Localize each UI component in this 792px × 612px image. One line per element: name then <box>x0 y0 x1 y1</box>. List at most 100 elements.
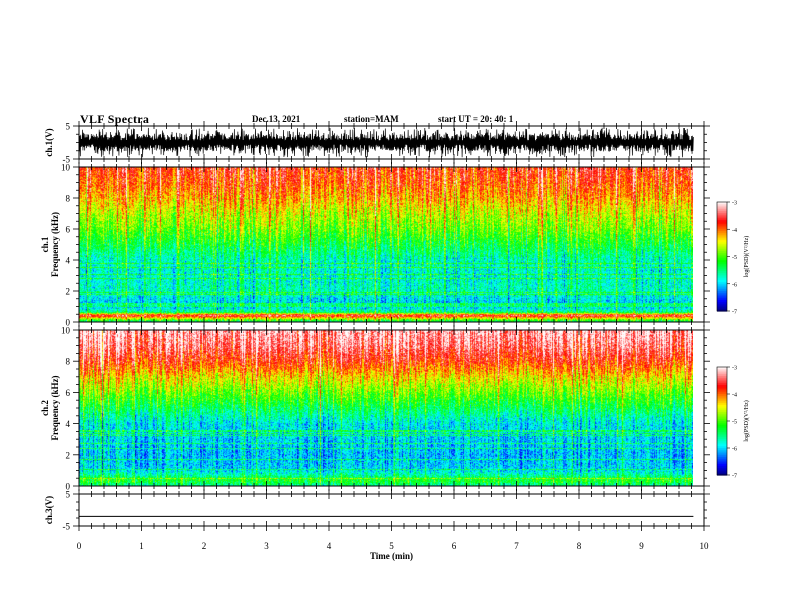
ch3-waveform-x-ticks <box>78 489 705 531</box>
colorbar-step <box>717 415 727 418</box>
ch1-spectrogram-y-ticks: 0 2 4 6 8 10 <box>61 163 710 328</box>
colorbar-step <box>717 229 727 232</box>
colorbar-step <box>717 278 727 281</box>
colorbar-step <box>717 294 727 298</box>
colorbar-step <box>717 285 727 288</box>
station-label: station=MAM <box>344 114 399 124</box>
colorbar-step <box>717 399 727 402</box>
colorbar-step <box>717 419 727 422</box>
colorbar-step <box>717 218 727 221</box>
ch1-waveform-y-ticks: 5 -5 <box>63 122 710 165</box>
x-tick-label: 10 <box>700 541 710 551</box>
y-tick-label: -5 <box>63 522 71 532</box>
colorbar-step <box>717 379 727 382</box>
colorbar-step <box>717 431 727 435</box>
colorbar-step <box>717 374 727 377</box>
y-tick-label: 10 <box>61 163 71 173</box>
date-label: Dec.13, 2021 <box>252 114 301 124</box>
y-tick-label: 2 <box>66 287 71 297</box>
colorbar-step <box>717 251 727 254</box>
colorbar-step <box>717 280 727 283</box>
colorbar-step <box>717 263 727 267</box>
colorbar-step <box>717 473 727 476</box>
ch2-spectrogram-ylabel: ch.2Frequency (kHz) <box>40 375 60 440</box>
colorbar-step <box>717 458 727 462</box>
colorbar-tick-label: -4 <box>732 393 737 399</box>
y-tick-label: 0 <box>66 482 71 492</box>
colorbar-step <box>717 462 727 465</box>
colorbar-step <box>717 370 727 373</box>
colorbar-step <box>717 394 727 397</box>
y-tick-label: 6 <box>66 225 71 235</box>
x-tick-label: 7 <box>514 541 519 551</box>
colorbar-tick-label: -7 <box>732 310 737 316</box>
colorbar-step <box>717 435 727 438</box>
colorbar-step <box>717 460 727 463</box>
colorbar-step <box>717 241 727 245</box>
colorbar-step <box>717 271 727 274</box>
y-tick-label: 4 <box>66 419 71 429</box>
y-tick-label: 8 <box>66 194 71 204</box>
colorbar-step <box>717 467 727 471</box>
colorbar-step <box>717 287 727 290</box>
colorbar-step <box>717 446 727 449</box>
colorbar-tick-label: -3 <box>732 366 737 372</box>
colorbar-step <box>717 397 727 400</box>
chart-title: VLF Spectra <box>80 112 150 126</box>
ch2-spectrogram-image <box>79 330 693 486</box>
colorbar-step <box>717 291 727 294</box>
colorbar-step <box>717 303 727 307</box>
colorbar-step <box>717 265 727 268</box>
y-tick-label: 4 <box>66 256 71 266</box>
colorbar-tick-label: -4 <box>732 228 737 234</box>
colorbar-step <box>717 377 727 381</box>
ch2-spectrogram-x-ticks <box>78 325 705 491</box>
colorbar-step <box>717 247 727 250</box>
x-tick-label: 6 <box>452 541 457 551</box>
ch1-waveform-trace <box>78 127 694 158</box>
colorbar-step <box>717 220 727 223</box>
colorbar-step <box>717 368 727 372</box>
colorbar-step <box>717 428 727 431</box>
colorbar-step <box>717 421 727 424</box>
colorbar-step <box>717 227 727 230</box>
colorbar-step <box>717 231 727 234</box>
colorbar-step <box>717 455 727 458</box>
colorbar-step <box>717 395 727 399</box>
colorbar-step <box>717 216 727 219</box>
ch2-colorbar: -3 -4 -5 -6 -7 log(PSD)(V²/Hz) <box>716 366 750 480</box>
colorbar-step <box>717 289 727 292</box>
colorbar-step <box>717 236 727 239</box>
colorbar-step <box>717 430 727 433</box>
y-tick-label: 0 <box>66 318 71 328</box>
colorbar-tick-label: -3 <box>732 201 737 207</box>
x-tick-label: 4 <box>327 541 332 551</box>
colorbar-label: log(PSD)(V²/Hz) <box>743 236 750 277</box>
colorbar-step <box>717 243 727 247</box>
ch1-spectrogram-image <box>79 167 693 322</box>
colorbar-step <box>717 442 727 445</box>
colorbar-step <box>717 392 727 395</box>
colorbar-step <box>717 471 727 474</box>
y-tick-label: 8 <box>66 357 71 367</box>
colorbar-step <box>717 448 727 451</box>
colorbar-step <box>717 292 727 296</box>
ch3-waveform-ylabel: ch.3(V) <box>44 496 54 524</box>
ch3-waveform-y-ticks: 5 -5 <box>63 490 710 532</box>
colorbar-step <box>717 298 727 301</box>
colorbar-step <box>717 212 727 216</box>
colorbar-step <box>717 440 727 444</box>
colorbar-step <box>717 223 727 227</box>
colorbar-step <box>717 305 727 308</box>
colorbar-step <box>717 437 727 440</box>
colorbar-step <box>717 207 727 210</box>
x-tick-label: 5 <box>389 541 394 551</box>
colorbar-tick-label: -6 <box>732 447 737 453</box>
colorbar-step <box>717 211 727 214</box>
colorbar-step <box>717 404 727 408</box>
colorbar-step <box>717 413 727 417</box>
colorbar-step <box>717 272 727 276</box>
colorbar-step <box>717 225 727 229</box>
x-axis-title: Time (min) <box>370 551 413 561</box>
